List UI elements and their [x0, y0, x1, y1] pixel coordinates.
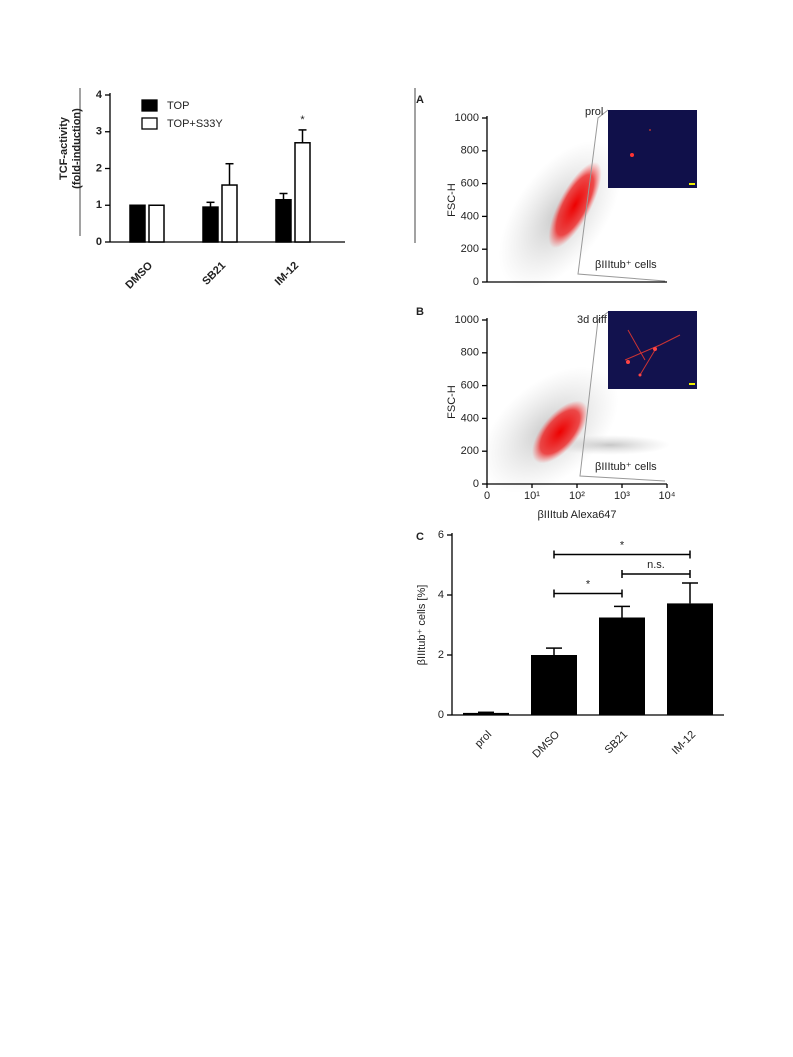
x-tick-label: 10³ — [614, 490, 630, 502]
y-tick-label: 200 — [461, 445, 479, 457]
x-tick-label: DMSO — [123, 259, 155, 291]
y-tick-label: 4 — [96, 89, 103, 101]
x-tick-label: 10² — [569, 490, 585, 502]
microscopy-inset — [608, 110, 697, 188]
y-tick-label: 2 — [96, 162, 102, 174]
gate — [577, 109, 666, 282]
significance-label: * — [620, 539, 625, 551]
panel-label: B — [416, 306, 424, 318]
y-tick-label: 0 — [438, 709, 444, 721]
gate-label: βIIItub⁺ cells — [595, 461, 657, 473]
y-tick-label: 0 — [96, 236, 102, 248]
y-tick-label: 6 — [438, 529, 444, 541]
x-tick-label: IM-12 — [273, 260, 301, 288]
y-tick-label: 200 — [461, 243, 479, 255]
legend-swatch — [141, 99, 158, 112]
bar — [275, 198, 292, 243]
bar — [599, 617, 645, 715]
y-tick-label: 600 — [461, 380, 479, 392]
x-tick-label: 10¹ — [524, 490, 540, 502]
y-tick-label: 600 — [461, 178, 479, 190]
y-tick-label: 800 — [461, 347, 479, 359]
y-tick-label: 800 — [461, 145, 479, 157]
bar — [202, 206, 219, 243]
annotation: * — [300, 114, 305, 126]
bar — [294, 142, 311, 243]
legend-swatch — [141, 117, 158, 130]
condition-label: prol — [585, 106, 603, 118]
y-tick-label: 1000 — [455, 112, 479, 124]
gate — [579, 311, 666, 482]
y-axis-label: FSC-H — [446, 183, 458, 217]
x-tick-label: SB21 — [200, 260, 228, 288]
gate-label: βIIItub⁺ cells — [595, 259, 657, 271]
y-tick-label: 1000 — [455, 314, 479, 326]
legend-label: TOP+S33Y — [167, 118, 223, 130]
y-axis-label: TCF-activity — [58, 116, 70, 180]
y-tick-label: 0 — [473, 478, 479, 490]
microscopy-inset — [608, 311, 697, 389]
x-tick-label: prol — [473, 729, 494, 750]
y-tick-label: 4 — [438, 589, 444, 601]
x-tick-label: 0 — [484, 490, 490, 502]
y-axis-label: FSC-H — [446, 385, 458, 419]
bar — [221, 184, 238, 243]
y-axis-label: βIIItub⁺ cells [%] — [416, 585, 428, 666]
bar — [148, 204, 165, 243]
y-tick-label: 0 — [473, 276, 479, 288]
significance-label: n.s. — [647, 559, 665, 571]
y-tick-label: 400 — [461, 412, 479, 424]
panel-label: C — [416, 531, 424, 543]
bar — [667, 603, 713, 715]
legend-label: TOP — [167, 100, 189, 112]
y-axis-label: (fold-induction) — [71, 108, 83, 189]
x-tick-label: DMSO — [530, 728, 562, 760]
bar — [531, 655, 577, 715]
y-tick-label: 1 — [96, 199, 102, 211]
x-tick-label: IM-12 — [670, 729, 698, 757]
y-tick-label: 3 — [96, 126, 102, 138]
bar — [463, 712, 509, 715]
panel-label: A — [416, 94, 424, 106]
x-tick-label: SB21 — [603, 729, 631, 757]
y-tick-label: 2 — [438, 649, 444, 661]
x-tick-label: 10⁴ — [659, 490, 676, 502]
x-axis-label: βIIItub Alexa647 — [537, 509, 616, 521]
density-cloud — [481, 366, 670, 494]
significance-label: * — [586, 578, 591, 590]
condition-label: 3d diff — [577, 314, 608, 326]
y-tick-label: 400 — [461, 210, 479, 222]
bar — [129, 204, 146, 243]
